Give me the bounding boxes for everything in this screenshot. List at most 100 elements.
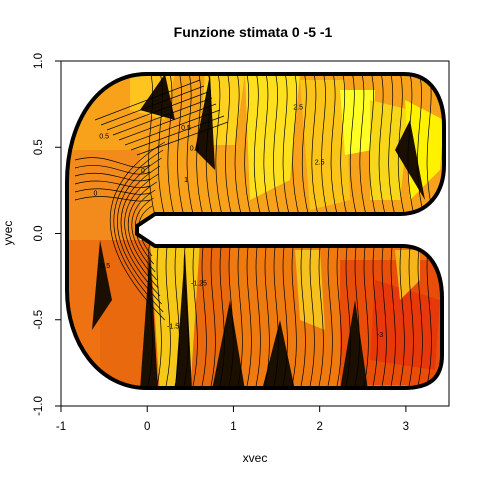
contour-line bbox=[130, 115, 225, 151]
contour-line bbox=[117, 157, 162, 305]
contour-line bbox=[234, 74, 243, 221]
dense-contour-region bbox=[395, 120, 425, 200]
contour-label: 1 bbox=[184, 177, 188, 184]
contour-line bbox=[163, 239, 171, 388]
contour-line bbox=[325, 239, 333, 388]
contour-line bbox=[100, 85, 205, 126]
dense-contour-region bbox=[140, 250, 158, 388]
dense-contour-region bbox=[140, 74, 175, 120]
x-tick-label: 0 bbox=[144, 421, 150, 433]
contour-line bbox=[172, 239, 180, 388]
contour-line bbox=[112, 97, 213, 136]
color-region bbox=[340, 90, 375, 155]
contour-line bbox=[273, 74, 282, 221]
contour-line bbox=[157, 74, 166, 221]
contour-line bbox=[199, 239, 207, 388]
contour-line bbox=[340, 74, 349, 221]
contour-line bbox=[74, 180, 151, 188]
contour-label: 0.5 bbox=[99, 134, 109, 141]
y-tick-label: 0.5 bbox=[33, 139, 45, 155]
contour-line bbox=[307, 239, 315, 388]
contour-line bbox=[343, 239, 351, 388]
y-tick-label: -1.0 bbox=[33, 396, 45, 416]
contour-line bbox=[397, 74, 406, 221]
y-tick-label: 0.0 bbox=[33, 226, 45, 242]
color-region bbox=[370, 100, 410, 200]
contour-label: 0 bbox=[94, 191, 98, 198]
contour-line bbox=[154, 239, 162, 388]
x-tick-label: 3 bbox=[403, 421, 409, 433]
contour-line bbox=[280, 239, 288, 388]
contour-line bbox=[397, 239, 405, 388]
contour-line bbox=[74, 172, 151, 182]
contour-line bbox=[94, 79, 201, 121]
contour-line bbox=[120, 165, 161, 297]
y-axis-label: yvec bbox=[1, 221, 15, 246]
contour-line bbox=[244, 239, 252, 388]
contour-line bbox=[74, 157, 151, 168]
contour-line bbox=[235, 239, 243, 388]
contour-line bbox=[406, 239, 414, 388]
contour-line bbox=[282, 74, 291, 221]
contour-line bbox=[378, 74, 387, 221]
contour-line bbox=[113, 149, 164, 313]
contour-line bbox=[127, 181, 158, 281]
domain-boundary bbox=[65, 72, 446, 390]
contour-line bbox=[205, 74, 214, 221]
contour-line bbox=[330, 74, 339, 221]
contour-line bbox=[379, 239, 387, 388]
chart-title: Funzione stimata 0 -5 -1 bbox=[174, 24, 333, 40]
dense-contour-region bbox=[262, 320, 295, 388]
contour-label: -3 bbox=[377, 332, 383, 339]
contour-label: 0.5 bbox=[190, 146, 200, 153]
contour-lines bbox=[74, 74, 435, 388]
x-tick-label: 1 bbox=[230, 421, 236, 433]
contour-line bbox=[208, 239, 216, 388]
contour-label: 0.5 bbox=[181, 125, 191, 132]
domain-fill bbox=[67, 74, 444, 388]
contour-line bbox=[352, 239, 360, 388]
x-tick-label: 2 bbox=[316, 421, 322, 433]
x-axis-label: xvec bbox=[243, 451, 268, 465]
contour-line bbox=[190, 239, 198, 388]
dense-contour-region bbox=[92, 240, 112, 330]
contour-line bbox=[74, 165, 151, 175]
contour-line bbox=[74, 196, 151, 202]
color-region bbox=[67, 150, 140, 240]
y-tick-label: 1.0 bbox=[33, 53, 45, 69]
x-axis: -1 0 1 2 3 bbox=[56, 405, 409, 433]
dense-contour-region bbox=[340, 300, 368, 388]
contour-line bbox=[369, 74, 378, 221]
contour-label: 2.5 bbox=[293, 104, 303, 111]
contour-line bbox=[118, 103, 217, 141]
contour-line bbox=[253, 239, 261, 388]
contour-line bbox=[124, 173, 159, 289]
contour-line bbox=[131, 189, 156, 273]
contour-line bbox=[244, 74, 253, 221]
contour-label: 2.5 bbox=[315, 160, 325, 167]
contour-line bbox=[417, 74, 426, 221]
contour-line bbox=[225, 74, 234, 221]
contour-line bbox=[361, 239, 369, 388]
contour-line bbox=[388, 239, 396, 388]
contour-line bbox=[263, 74, 272, 221]
contour-line bbox=[359, 74, 368, 221]
contour-line bbox=[334, 239, 342, 388]
contour-label: 0 bbox=[141, 168, 145, 175]
y-axis: -1.0 -0.5 0.0 0.5 1.0 bbox=[33, 53, 62, 416]
contour-line bbox=[167, 74, 176, 221]
contour-line bbox=[106, 91, 209, 131]
contour-line bbox=[124, 109, 221, 146]
contour-line bbox=[215, 74, 224, 221]
contour-line bbox=[370, 239, 378, 388]
contour-line bbox=[109, 141, 166, 321]
color-region bbox=[295, 250, 325, 330]
contour-label: -0.5 bbox=[98, 263, 110, 270]
contour-line bbox=[289, 239, 297, 388]
contour-line bbox=[292, 74, 301, 221]
contour-line bbox=[316, 239, 324, 388]
contour-line bbox=[74, 188, 151, 195]
contour-line bbox=[349, 74, 358, 221]
